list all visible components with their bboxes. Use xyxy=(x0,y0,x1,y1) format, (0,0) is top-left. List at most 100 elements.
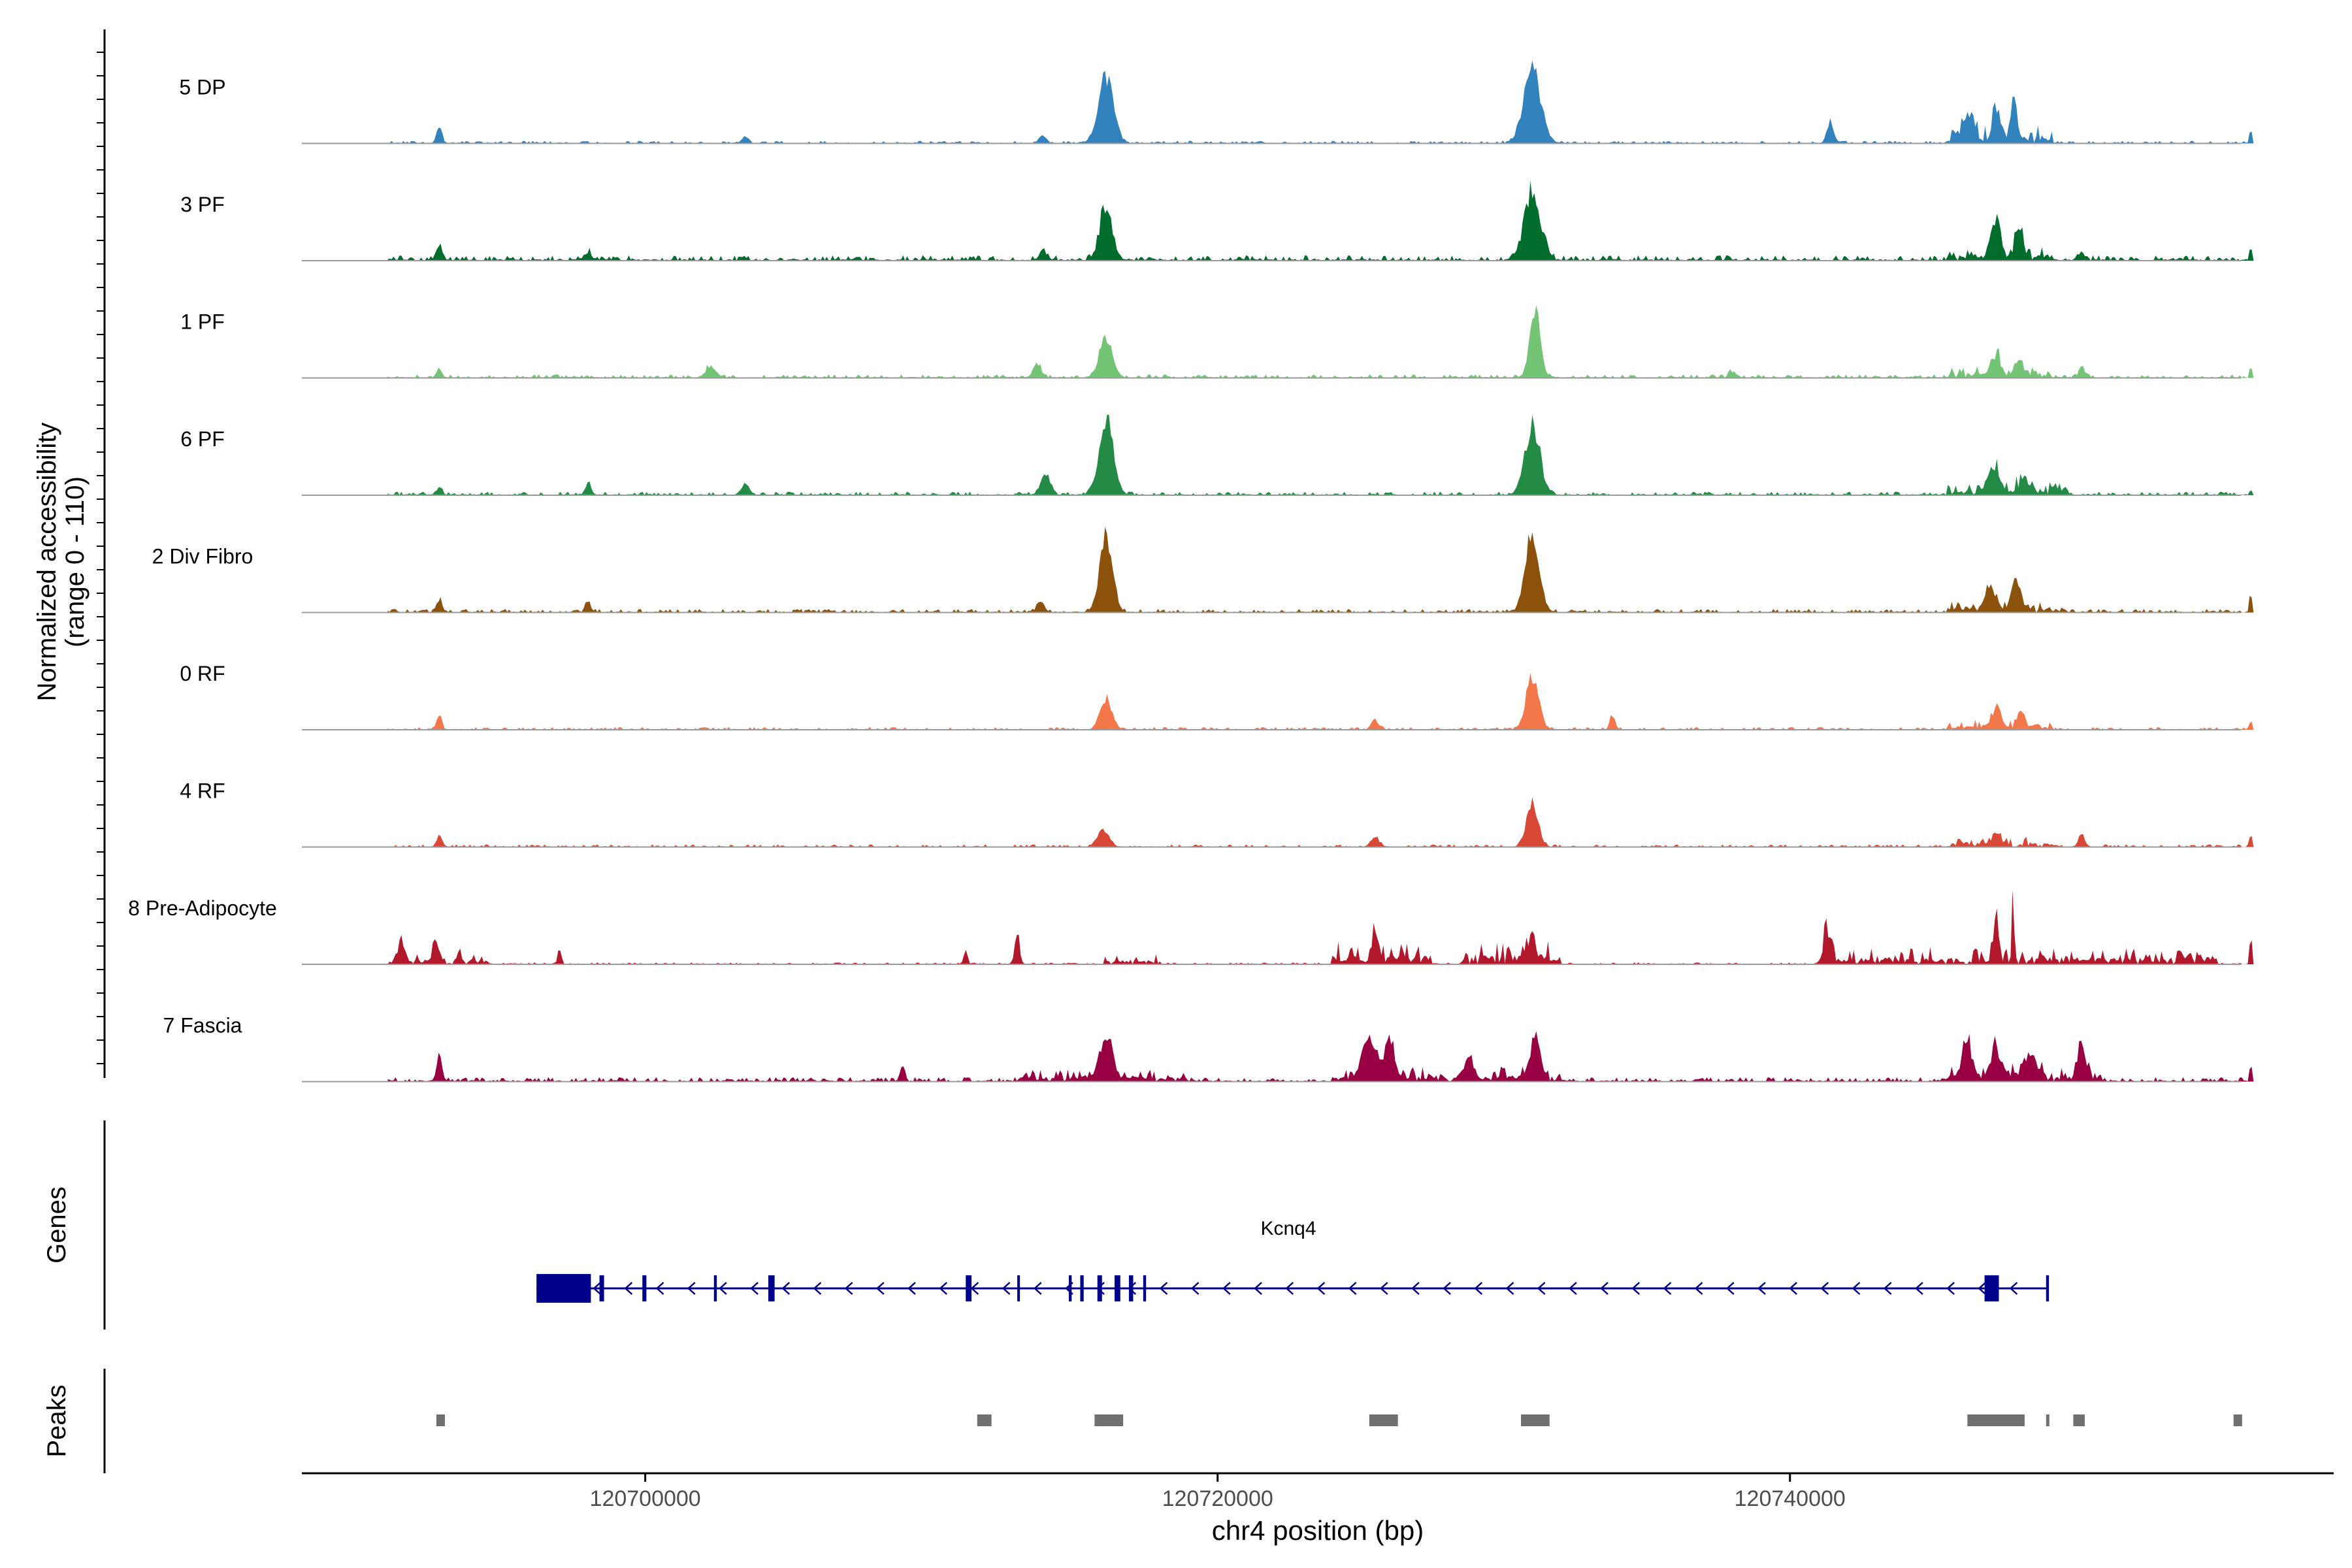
strand-arrow-icon xyxy=(2009,1282,2018,1295)
coverage-y-ticks xyxy=(97,52,105,1064)
peak-region xyxy=(1369,1414,1398,1426)
strand-arrow-icon xyxy=(875,1282,885,1295)
gene-exon xyxy=(1128,1275,1134,1301)
strand-arrow-icon xyxy=(1852,1282,1861,1295)
peak-region xyxy=(436,1414,446,1426)
strand-arrow-icon xyxy=(1222,1282,1231,1295)
gene-exon xyxy=(536,1274,591,1303)
strand-arrow-icon xyxy=(1663,1282,1672,1295)
peaks-panel: Peaks xyxy=(42,1369,2242,1473)
peak-region xyxy=(2233,1414,2242,1426)
strand-arrow-icon xyxy=(939,1282,948,1295)
gene-exon xyxy=(642,1275,647,1301)
peak-region xyxy=(1967,1414,2025,1426)
strand-arrow-icon xyxy=(1002,1282,1011,1295)
peaks-panel-label: Peaks xyxy=(42,1384,71,1457)
strand-arrow-icon xyxy=(1254,1282,1262,1295)
strand-arrow-icon xyxy=(1537,1282,1546,1295)
genes-panel: Genes Kcnq4 xyxy=(42,1120,2050,1330)
gene-exon xyxy=(1143,1275,1147,1301)
coverage-track: 6 PF xyxy=(180,414,2254,496)
peak-region xyxy=(2073,1414,2085,1426)
track-label: 0 RF xyxy=(180,662,225,685)
track-label: 7 Fascia xyxy=(163,1014,242,1037)
strand-arrow-icon xyxy=(781,1282,791,1295)
strand-arrow-icon xyxy=(1883,1282,1892,1295)
x-tick-label: 120720000 xyxy=(1162,1486,1273,1511)
coverage-track: 5 DP xyxy=(179,60,2254,144)
strand-arrow-icon xyxy=(1694,1282,1703,1295)
track-label: 5 DP xyxy=(179,76,225,99)
x-axis: 120700000 120720000 120740000 chr4 positio… xyxy=(302,1472,2334,1546)
peak-region xyxy=(1094,1414,1124,1426)
gene-exon xyxy=(1115,1275,1120,1301)
track-label: 1 PF xyxy=(180,310,225,334)
strand-arrow-icon xyxy=(907,1282,916,1295)
strand-arrow-icon xyxy=(844,1282,853,1295)
genes-panel-label: Genes xyxy=(42,1186,71,1264)
strand-arrow-icon xyxy=(1033,1282,1042,1295)
strand-arrow-icon xyxy=(719,1282,727,1295)
gene-exon xyxy=(2046,1275,2050,1301)
gene-exon xyxy=(1097,1275,1102,1301)
strand-arrow-icon xyxy=(1820,1282,1829,1295)
strand-arrow-icon xyxy=(750,1282,759,1295)
gene-exon xyxy=(1984,1275,1999,1301)
coverage-tracks: 5 DP 3 PF 1 PF 6 PF 2 Div Fibro 0 RF 4 RF 8 Pre… xyxy=(128,60,2254,1083)
track-label: 4 RF xyxy=(180,779,225,803)
strand-arrow-icon xyxy=(1285,1282,1294,1295)
x-tick-label: 120700000 xyxy=(590,1486,701,1511)
gene-exon xyxy=(768,1275,775,1301)
gene-exon xyxy=(599,1275,604,1301)
gene-exon xyxy=(713,1275,717,1301)
track-label: 3 PF xyxy=(180,193,225,216)
strand-arrow-icon xyxy=(1443,1282,1451,1295)
coverage-track: 4 RF xyxy=(180,779,2254,848)
strand-arrow-icon xyxy=(1568,1282,1577,1295)
coverage-track: 0 RF xyxy=(180,662,2254,730)
strand-arrow-icon xyxy=(1600,1282,1609,1295)
strand-arrow-icon xyxy=(687,1282,696,1295)
gene-exon xyxy=(966,1275,972,1301)
strand-arrow-icon xyxy=(1757,1282,1766,1295)
coverage-track: 7 Fascia xyxy=(163,1014,2254,1083)
strand-arrow-icon xyxy=(1348,1282,1357,1295)
strand-arrow-icon xyxy=(1474,1282,1483,1295)
coverage-track: 1 PF xyxy=(180,305,2254,379)
coverage-area xyxy=(387,889,2254,964)
strand-arrow-icon xyxy=(1914,1282,1923,1295)
coverage-y-axis: Normalized accessibility (range 0 - 110) xyxy=(33,29,106,1078)
strand-arrow-icon xyxy=(1190,1282,1200,1295)
strand-arrow-icon xyxy=(1631,1282,1641,1295)
peak-region xyxy=(2046,1414,2050,1426)
coverage-track: 3 PF xyxy=(180,180,2254,261)
peak-region xyxy=(977,1414,992,1426)
strand-arrow-icon xyxy=(1978,1282,1987,1295)
strand-arrow-icon xyxy=(1725,1282,1735,1295)
strand-arrow-icon xyxy=(1159,1282,1168,1295)
coverage-y-label-line1: Normalized accessibility xyxy=(33,423,61,702)
peak-region xyxy=(1521,1414,1550,1426)
strand-arrow-icon xyxy=(655,1282,664,1295)
gene-name-label: Kcnq4 xyxy=(1260,1218,1316,1239)
x-tick-label: 120740000 xyxy=(1735,1486,1846,1511)
track-label: 8 Pre-Adipocyte xyxy=(128,896,277,920)
gene-exon xyxy=(1017,1275,1021,1301)
x-axis-label: chr4 position (bp) xyxy=(1212,1515,1424,1546)
strand-arrow-icon xyxy=(593,1282,602,1295)
strand-arrow-icon xyxy=(624,1282,633,1295)
gene-exon xyxy=(1080,1275,1084,1301)
strand-arrow-icon xyxy=(1789,1282,1797,1295)
strand-arrow-icon xyxy=(813,1282,822,1295)
strand-arrow-icon xyxy=(1411,1282,1420,1295)
peak-regions xyxy=(436,1414,2242,1426)
gene-model-kcnq4 xyxy=(536,1274,2050,1303)
strand-arrow-icon xyxy=(1505,1282,1514,1295)
strand-arrow-icon xyxy=(1316,1282,1326,1295)
gene-exon xyxy=(1068,1275,1072,1301)
strand-arrow-icon xyxy=(1379,1282,1388,1295)
x-axis-ticks: 120700000 120720000 120740000 xyxy=(590,1473,1846,1511)
coverage-y-label-line2: (range 0 - 110) xyxy=(61,476,90,647)
track-label: 6 PF xyxy=(180,427,225,451)
